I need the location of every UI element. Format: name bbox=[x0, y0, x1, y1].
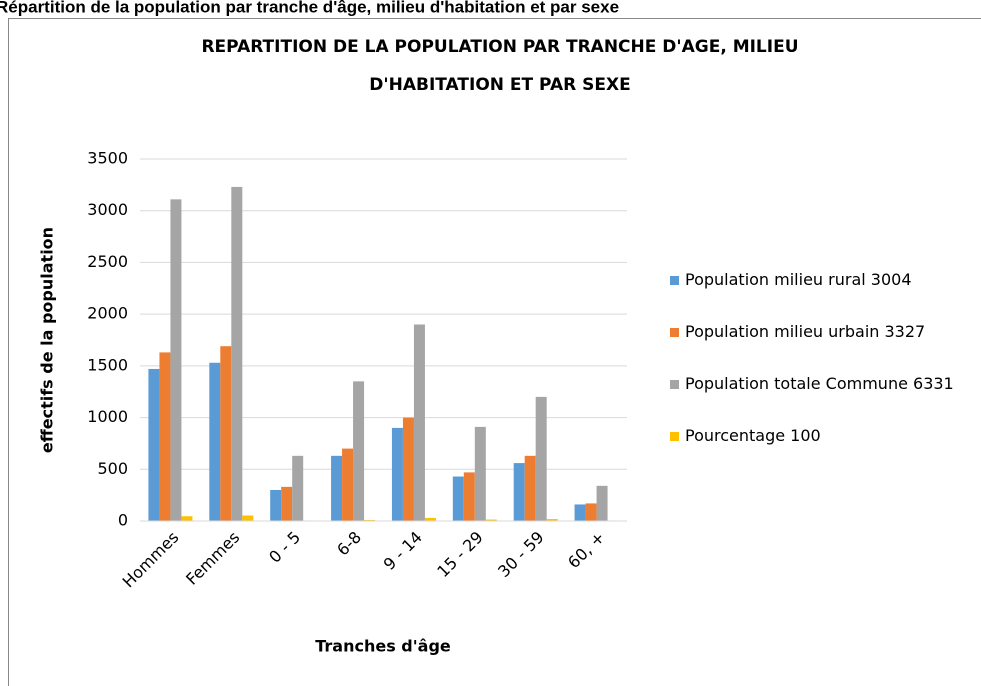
bar bbox=[596, 485, 608, 521]
bar bbox=[170, 199, 182, 521]
bar bbox=[220, 346, 232, 521]
bar bbox=[574, 504, 586, 521]
legend-item: Population totale Commune 6331 bbox=[670, 369, 970, 399]
bar bbox=[364, 519, 376, 521]
legend-swatch bbox=[670, 276, 679, 285]
bar bbox=[331, 455, 343, 521]
legend-item: Pourcentage 100 bbox=[670, 421, 970, 451]
chart-title: REPARTITION DE LA POPULATION PAR TRANCHE… bbox=[201, 37, 798, 95]
bar bbox=[413, 324, 425, 521]
x-axis-title: Tranches d'âge bbox=[315, 637, 451, 656]
y-tick-label: 500 bbox=[97, 459, 128, 478]
legend-item: Population milieu rural 3004 bbox=[670, 265, 970, 295]
y-tick-label: 1000 bbox=[87, 407, 128, 426]
legend-label: Pourcentage 100 bbox=[685, 426, 821, 445]
bar bbox=[148, 368, 160, 521]
x-tick-label: Femmes bbox=[182, 528, 243, 589]
legend-item: Population milieu urbain 3327 bbox=[670, 317, 970, 347]
x-tick-label: 0 - 5 bbox=[265, 528, 304, 567]
bar bbox=[159, 352, 171, 521]
y-tick-label: 2500 bbox=[87, 252, 128, 271]
x-tick-label: 60, + bbox=[564, 528, 609, 573]
y-tick-label: 3500 bbox=[87, 149, 128, 168]
legend: Population milieu rural 3004 Population m… bbox=[670, 265, 970, 473]
x-tick-label: 9 - 14 bbox=[380, 528, 426, 574]
bar bbox=[474, 426, 486, 521]
bar bbox=[292, 455, 304, 521]
bar bbox=[231, 186, 243, 521]
bar bbox=[485, 519, 497, 521]
bar bbox=[181, 516, 193, 521]
x-tick-label: 15 - 29 bbox=[433, 528, 487, 582]
x-tick-label: 30 - 59 bbox=[494, 528, 548, 582]
bar bbox=[281, 486, 293, 521]
x-tick-label: 6-8 bbox=[333, 528, 365, 560]
bar bbox=[546, 519, 558, 521]
bar bbox=[402, 417, 414, 521]
bar bbox=[585, 503, 597, 521]
legend-swatch bbox=[670, 432, 679, 441]
legend-label: Population totale Commune 6331 bbox=[685, 374, 954, 393]
y-tick-label: 2000 bbox=[87, 304, 128, 323]
legend-label: Population milieu urbain 3327 bbox=[685, 322, 926, 341]
legend-swatch bbox=[670, 328, 679, 337]
chart-frame bbox=[8, 18, 981, 686]
bar bbox=[424, 517, 436, 521]
y-tick-label: 0 bbox=[118, 511, 128, 530]
bar bbox=[391, 427, 403, 521]
bar bbox=[535, 396, 547, 521]
y-tick-label: 1500 bbox=[87, 355, 128, 374]
x-tick-label: Hommes bbox=[119, 528, 183, 592]
legend-label: Population milieu rural 3004 bbox=[685, 270, 912, 289]
legend-swatch bbox=[670, 380, 679, 389]
bar bbox=[463, 472, 475, 521]
bar bbox=[342, 448, 354, 521]
bar bbox=[452, 476, 464, 521]
y-axis-title: effectifs de la population bbox=[38, 227, 57, 453]
page-title: Répartition de la population par tranche… bbox=[0, 0, 619, 16]
bar bbox=[270, 489, 282, 521]
bar bbox=[242, 515, 254, 521]
y-tick-label: 3000 bbox=[87, 200, 128, 219]
bar bbox=[513, 463, 525, 521]
bar bbox=[209, 362, 221, 521]
bar bbox=[353, 381, 365, 521]
bar bbox=[524, 455, 536, 521]
